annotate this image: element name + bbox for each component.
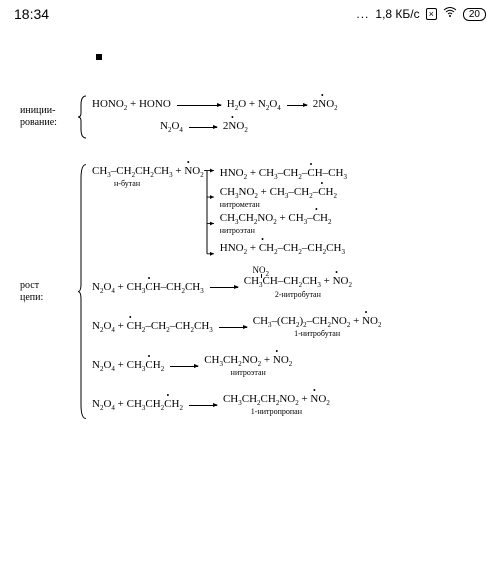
brace-icon [78, 95, 88, 139]
reaction-line: N2O4 2NO2 [92, 117, 480, 137]
compound-label: 1-нитропропан [251, 408, 302, 416]
brace-icon [78, 163, 88, 420]
reaction-line: N2O4 + CH3CH–CH2CH3 CH3CHNO2–CH2CH3 + NO… [92, 275, 480, 300]
arrow-icon [189, 127, 217, 128]
battery-indicator: 20 [463, 8, 486, 21]
signal-dots: ... [356, 7, 369, 21]
arrow-icon [170, 366, 198, 367]
status-bar: 18:34 ... 1,8 КБ/с × 20 [0, 0, 500, 26]
compound-label: нитроэтан [220, 227, 255, 235]
arrow-icon [210, 287, 238, 288]
arrow-icon [219, 327, 247, 328]
reaction-line: HONO2 + HONO H2O + N2O4 2NO2 [92, 95, 480, 115]
arrow-icon [177, 105, 221, 106]
compound-label: 2-нитробутан [275, 291, 321, 299]
reaction-line: N2O4 + CH3CH2 CH3CH2NO2 + NO2 нитроэтан [92, 354, 480, 379]
reaction-line: N2O4 + CH2–CH2–CH2CH3 CH3–(CH2)2–CH2NO2 … [92, 315, 480, 340]
arrow-icon [189, 405, 217, 406]
compound-label: нитрометан [220, 201, 260, 209]
arrow-icon [287, 105, 307, 106]
initiation-section: иниции- рование: HONO2 + HONO H2O + N2O4… [20, 95, 480, 139]
wifi-icon [443, 7, 457, 21]
branch-arrow-icon [204, 163, 220, 261]
reaction-line: N2O4 + CH3CH2CH2 CH3CH2CH2NO2 + NO2 1-ни… [92, 393, 480, 418]
branched-reaction: CH3–CH2CH2CH3 + NO2 н-бутан HNO2 + CH3–C… [92, 163, 480, 261]
status-right: ... 1,8 КБ/с × 20 [356, 7, 486, 21]
compound-label: нитроэтан [231, 369, 266, 377]
compound-label: 1-нитробутан [294, 330, 340, 338]
close-icon: × [426, 8, 437, 20]
status-time: 18:34 [14, 6, 49, 22]
growth-label: рост цепи: [20, 163, 78, 420]
compound-label: н-бутан [114, 180, 140, 188]
page-marker [96, 54, 102, 60]
chemistry-content: иниции- рование: HONO2 + HONO H2O + N2O4… [0, 65, 500, 420]
growth-section: рост цепи: CH3–CH2CH2CH3 + NO2 н-бутан [20, 163, 480, 420]
initiation-label: иниции- рование: [20, 95, 78, 139]
data-speed: 1,8 КБ/с [375, 7, 419, 21]
